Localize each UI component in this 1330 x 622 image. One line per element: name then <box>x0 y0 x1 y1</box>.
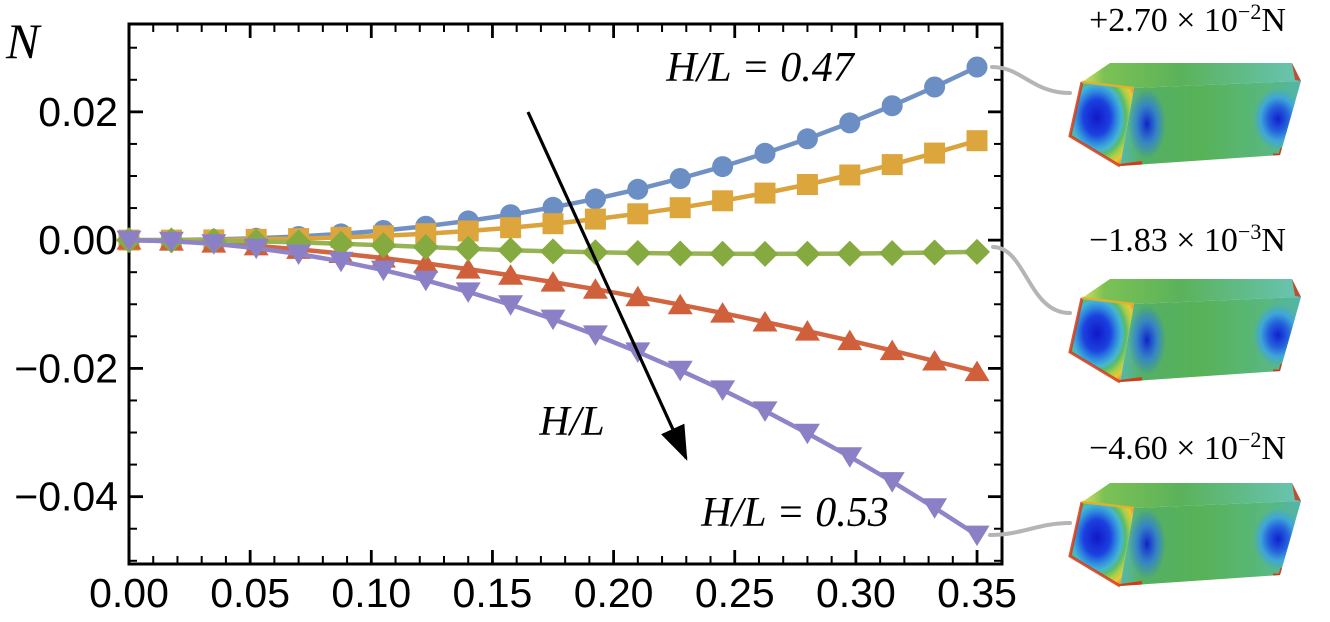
y-tick-label: −0.02 <box>14 345 118 391</box>
force-value: +2.70 × 10 <box>1089 2 1238 39</box>
force-unit: N <box>1261 430 1286 467</box>
force-value: −1.83 × 10 <box>1089 222 1238 259</box>
fem-contour-thumbnail-bottom <box>1068 476 1304 594</box>
force-value: −4.60 × 10 <box>1089 430 1238 467</box>
fem-contour-thumbnail-middle <box>1068 272 1304 390</box>
force-unit: N <box>1261 222 1286 259</box>
force-exponent: −2 <box>1237 426 1262 452</box>
annotation-hl-arrow-label: H/L <box>539 399 605 445</box>
y-tick-label: 0.02 <box>38 89 118 135</box>
force-label-top: +2.70 × 10−2N <box>1045 0 1330 40</box>
axis-tick-labels: 0.00 0.05 0.10 0.15 0.20 0.25 0.30 0.35 0.02 0.00… <box>14 89 1017 616</box>
callout-connector-middle <box>991 245 1072 315</box>
data-series <box>116 56 990 547</box>
x-tick-label: 0.10 <box>331 570 411 616</box>
force-unit: N <box>1261 2 1286 39</box>
fem-contour-thumbnail-top <box>1068 56 1304 174</box>
x-tick-label: 0.20 <box>574 570 654 616</box>
x-tick-label: 0.15 <box>453 570 533 616</box>
force-label-middle: −1.83 × 10−3N <box>1045 218 1330 260</box>
y-tick-label: −0.04 <box>14 474 118 520</box>
axis-ticks <box>127 24 1002 564</box>
x-tick-label: 0.00 <box>89 570 169 616</box>
x-tick-label: 0.05 <box>210 570 290 616</box>
force-label-bottom: −4.60 × 10−2N <box>1045 426 1330 468</box>
annotation-hl-053: H/L = 0.53 <box>701 490 889 536</box>
hl-direction-arrow <box>526 111 688 461</box>
force-exponent: −3 <box>1237 218 1262 244</box>
callout-connector-bottom <box>988 521 1072 537</box>
x-tick-label: 0.35 <box>937 570 1017 616</box>
series-triangle-down <box>116 230 990 547</box>
y-axis-title: N <box>6 13 40 69</box>
annotation-hl-047: H/L = 0.47 <box>666 45 854 91</box>
x-tick-label: 0.25 <box>695 570 775 616</box>
callout-connector-top <box>990 65 1072 95</box>
y-tick-label: 0.00 <box>38 217 118 263</box>
x-tick-label: 0.30 <box>816 570 896 616</box>
force-exponent: −2 <box>1237 0 1262 24</box>
